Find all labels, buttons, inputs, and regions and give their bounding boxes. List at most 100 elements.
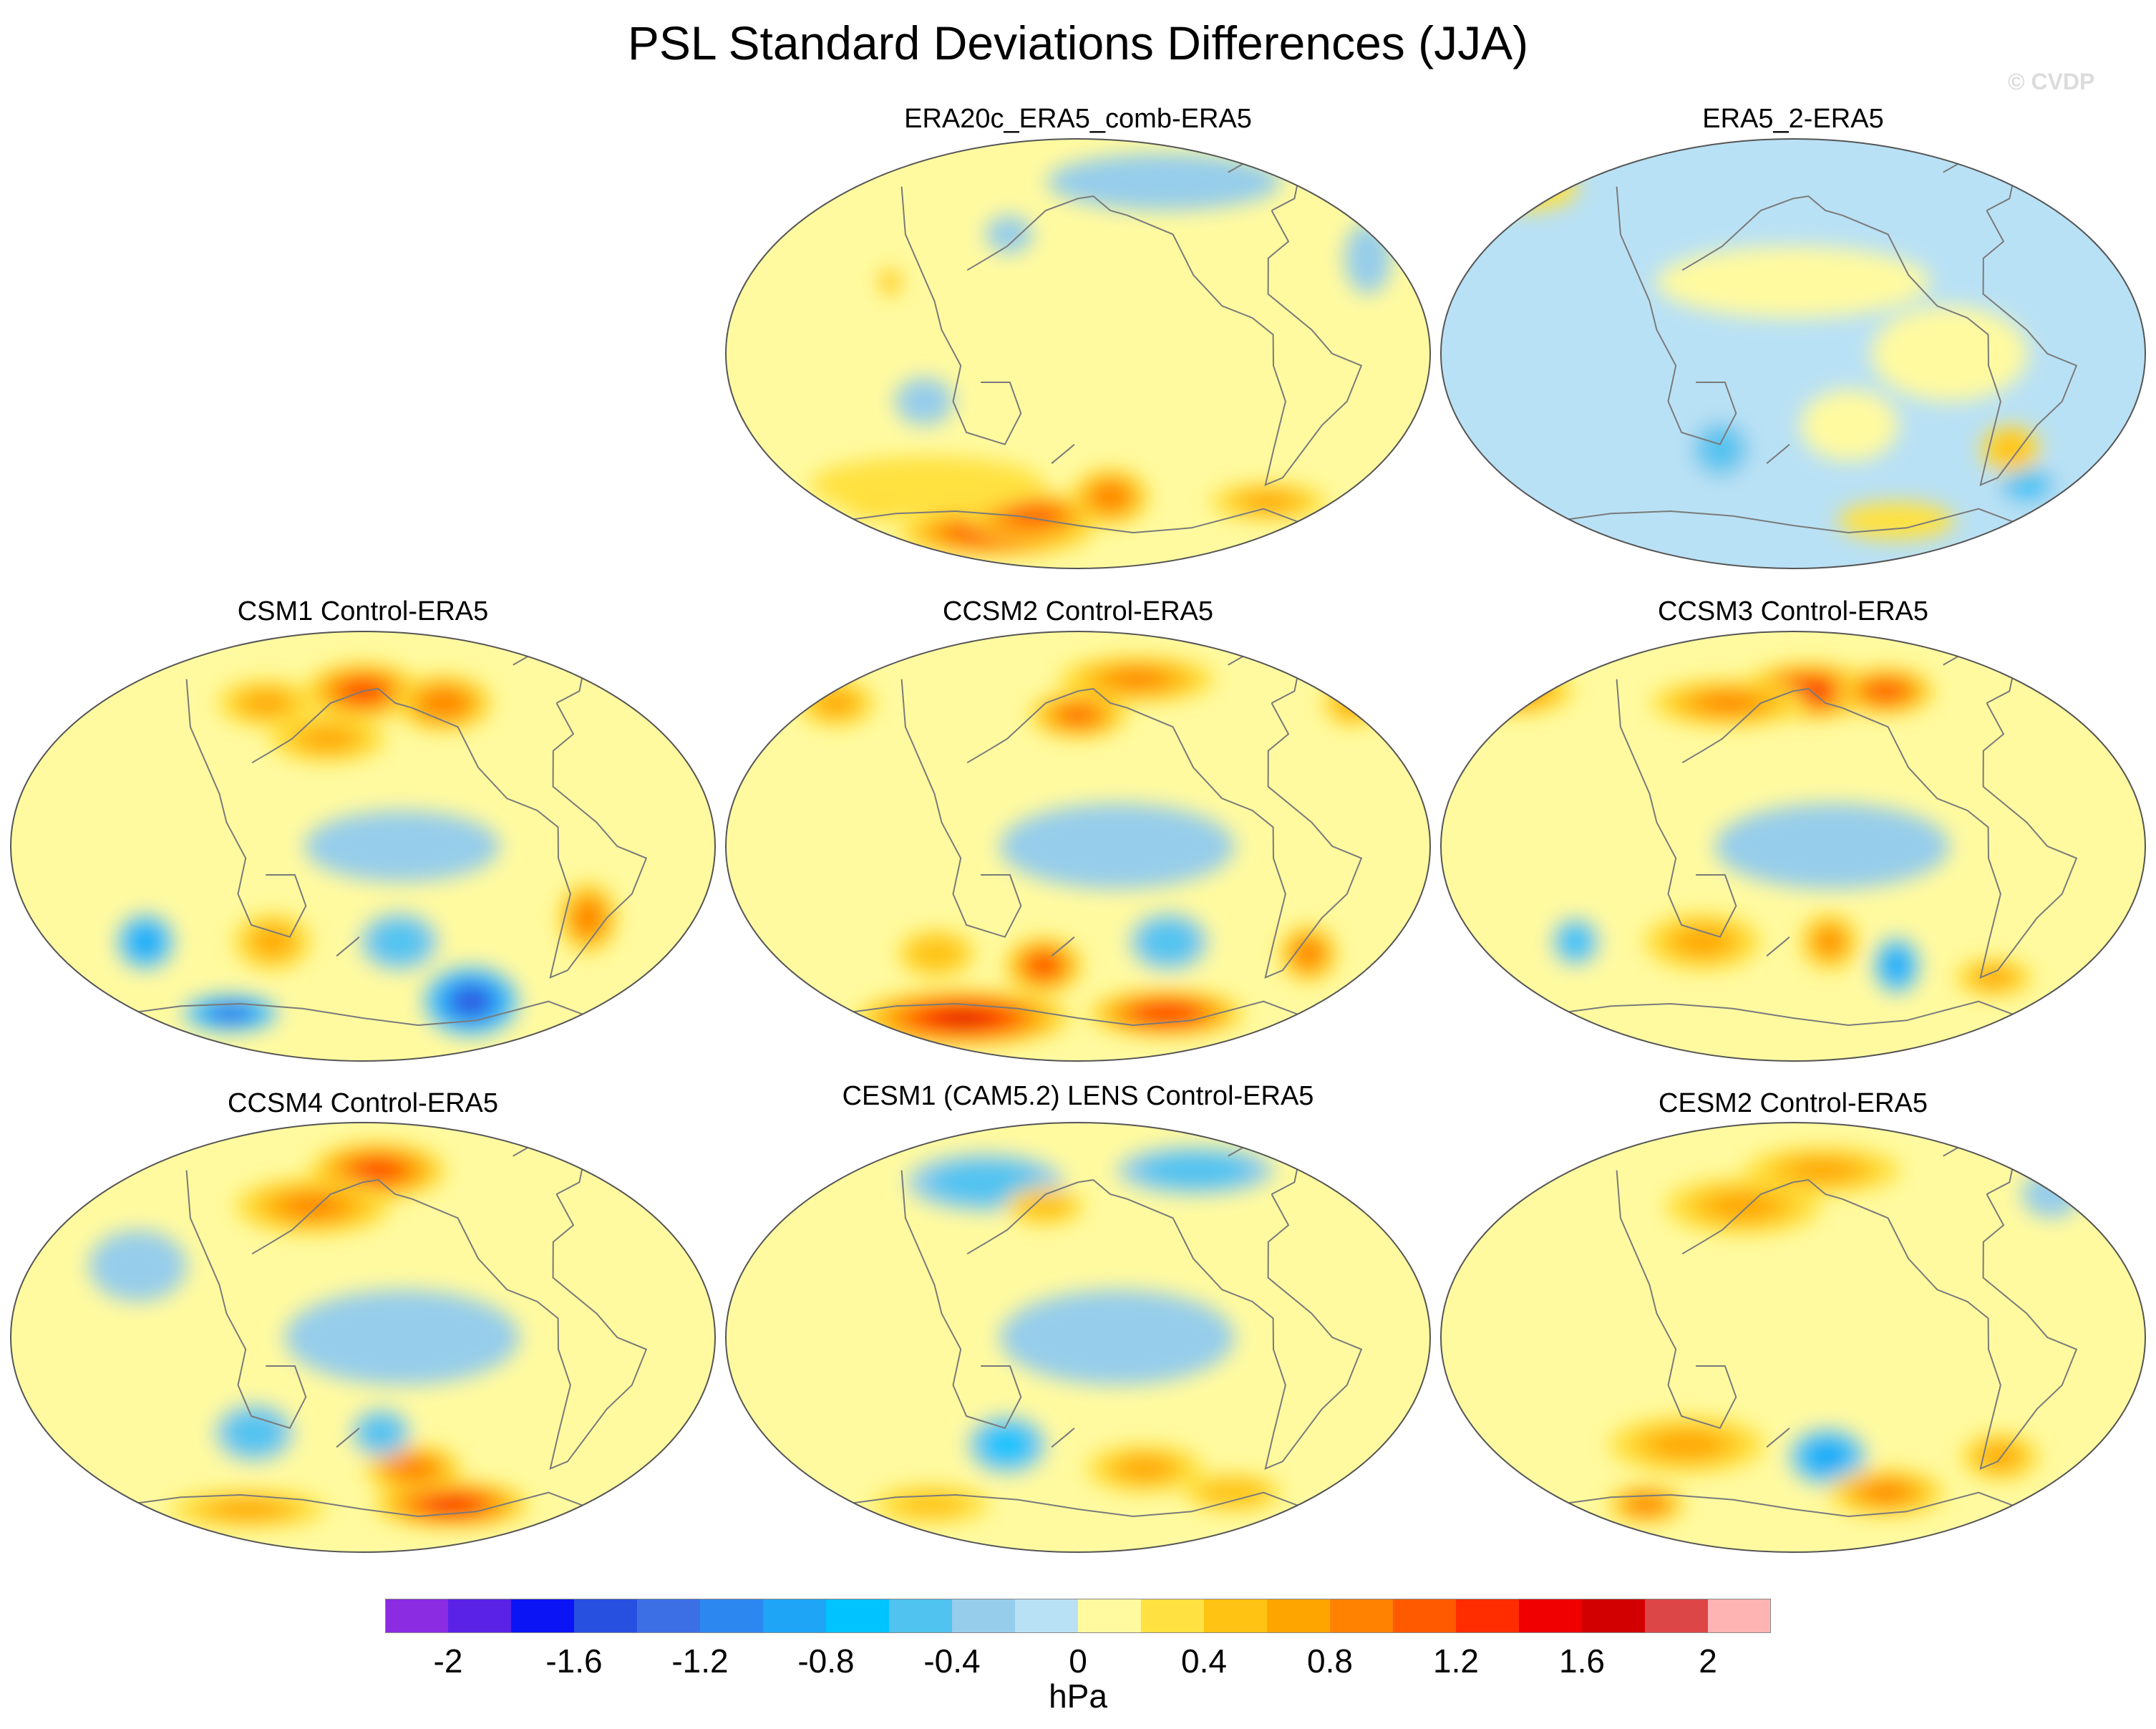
coastline <box>412 702 648 979</box>
coastline <box>900 679 1022 938</box>
field-blobs <box>872 1146 1282 1524</box>
field-contour <box>2021 1170 2081 1219</box>
colorbar-label: 1.2 <box>1433 1642 1479 1680</box>
coastline <box>1616 1170 1737 1429</box>
coastline <box>127 1491 593 1518</box>
field-contour <box>304 810 500 882</box>
field-contour <box>951 1170 1019 1195</box>
coastline <box>1051 1427 1075 1448</box>
field-contour <box>1482 677 1548 704</box>
field-contour <box>885 276 895 289</box>
field-contour <box>1480 163 1578 210</box>
coastlines <box>843 1146 1363 1518</box>
colorbar-swatch <box>1393 1599 1457 1633</box>
coastline <box>412 1193 648 1470</box>
colorbar-swatch <box>763 1599 827 1633</box>
field-contour <box>284 1289 520 1385</box>
field-contour <box>580 908 596 928</box>
field-contour <box>999 803 1235 889</box>
field-contour <box>1099 489 1121 505</box>
field-contour <box>1656 246 1931 318</box>
colorbar-swatch <box>511 1599 575 1633</box>
coastline <box>1558 1000 2024 1027</box>
colorbar-swatch <box>700 1599 764 1633</box>
field-contour <box>1708 437 1734 462</box>
coastline <box>843 508 1308 534</box>
panel-title-1: ERA20c_ERA5_comb-ERA5 <box>904 104 1252 134</box>
colorbar-swatch <box>1330 1599 1394 1633</box>
field-contour <box>1034 959 1053 972</box>
field-contour <box>1819 932 1840 951</box>
field-contour <box>1871 306 2029 402</box>
coastline <box>1558 508 2024 534</box>
field-contour <box>462 994 480 1008</box>
coastlines <box>843 162 1363 534</box>
field-contour <box>1866 1484 1905 1501</box>
colorbar-swatch <box>1645 1599 1709 1633</box>
coastline <box>336 936 360 957</box>
map-outline <box>725 631 1431 1062</box>
coastline <box>185 1170 307 1429</box>
field-blobs <box>89 1141 530 1529</box>
field-contour <box>137 934 154 950</box>
field-contour <box>1677 929 1728 954</box>
colorbar-swatch <box>1582 1599 1646 1633</box>
coastline <box>966 1178 1127 1255</box>
field-contour <box>1152 929 1186 954</box>
coastline <box>1681 687 1842 764</box>
cvdp-watermark: © CVDP <box>2008 69 2095 95</box>
coastline <box>843 1491 1308 1518</box>
panel-title-4: CCSM2 Control-ERA5 <box>943 596 1213 626</box>
coastline <box>1127 1193 1363 1470</box>
coastline <box>185 679 307 938</box>
field-contour <box>435 1499 467 1509</box>
coastline <box>251 1178 412 1255</box>
coastline <box>966 687 1127 764</box>
map-panel-4 <box>726 631 1430 1061</box>
coastline <box>1127 210 1363 486</box>
map-outline <box>1440 138 2146 569</box>
panel-title-8: CESM2 Control-ERA5 <box>1659 1088 1928 1118</box>
colorbar-label: -0.8 <box>797 1642 855 1680</box>
field-blobs <box>810 153 1392 557</box>
field-contour <box>1243 493 1294 510</box>
coastlines <box>1558 654 2078 1027</box>
map-outline <box>10 1122 716 1553</box>
chart-title: PSL Standard Deviations Differences (JJA… <box>627 16 1529 69</box>
field-blobs <box>1606 1146 2081 1524</box>
coastline <box>127 1000 593 1027</box>
map-outline <box>725 138 1431 569</box>
map-panel-3 <box>11 631 715 1061</box>
coastline <box>1766 443 1790 465</box>
colorbar-swatch <box>1204 1599 1268 1633</box>
coastline <box>900 186 1022 445</box>
coastline <box>336 1427 360 1448</box>
field-contour <box>1495 683 1535 699</box>
field-contour <box>255 929 289 954</box>
coastline <box>1766 1427 1790 1448</box>
coastline <box>251 687 412 764</box>
coastline <box>900 1170 1022 1429</box>
field-contour <box>1890 957 1903 974</box>
colorbar-swatch <box>1708 1599 1771 1633</box>
colorbar-label: -1.6 <box>545 1642 603 1680</box>
field-contour <box>1977 969 2011 986</box>
field-contour <box>1702 694 1755 712</box>
coastline <box>1766 936 1790 957</box>
field-contour <box>1653 1432 1721 1458</box>
map-outline <box>10 631 716 1062</box>
colorbar-swatch <box>1078 1599 1142 1633</box>
coastline <box>1681 195 1842 271</box>
field-contour <box>1565 931 1586 952</box>
colorbar-swatch <box>1141 1599 1205 1633</box>
field-contour <box>895 1493 966 1516</box>
coastlines <box>127 654 648 1027</box>
colorbar-swatch <box>385 1599 449 1633</box>
field-contour <box>985 215 1033 254</box>
field-contour <box>1110 671 1163 687</box>
field-contour <box>1339 692 1365 714</box>
field-contour <box>382 929 417 954</box>
field-contour <box>1714 803 1950 889</box>
map-panel-5 <box>1441 631 2145 1061</box>
